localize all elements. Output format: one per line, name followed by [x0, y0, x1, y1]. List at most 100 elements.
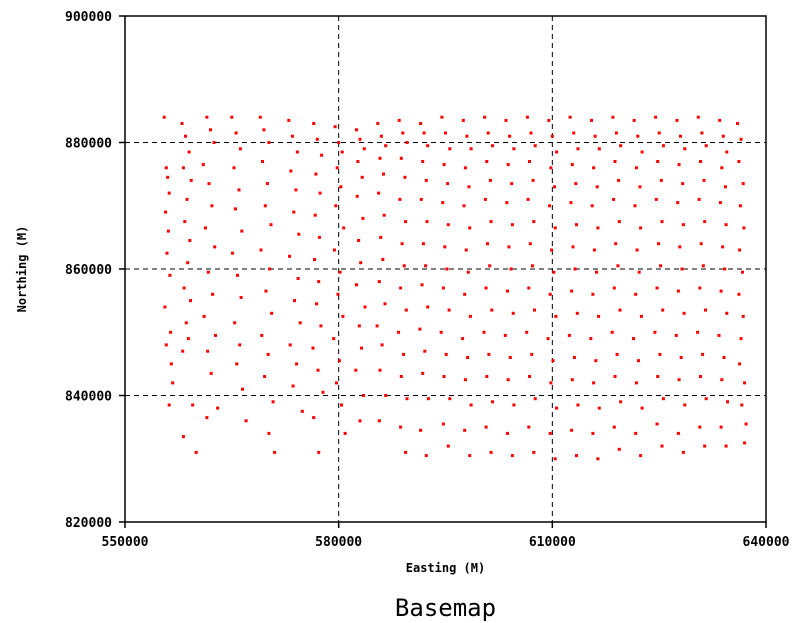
- data-point: [267, 141, 271, 144]
- data-point: [640, 406, 644, 410]
- data-point: [313, 258, 316, 261]
- data-point: [318, 191, 322, 195]
- data-point: [165, 251, 169, 255]
- data-point: [241, 387, 244, 391]
- data-point: [610, 330, 614, 334]
- data-point: [233, 207, 237, 211]
- data-point: [703, 220, 707, 224]
- data-point: [180, 122, 184, 125]
- data-point: [377, 280, 381, 284]
- y-tick-label: 900000: [65, 10, 112, 25]
- data-point: [169, 362, 173, 366]
- data-point: [292, 210, 296, 214]
- data-point: [595, 270, 598, 274]
- data-point: [596, 226, 600, 230]
- data-point: [489, 450, 493, 454]
- data-point: [509, 267, 513, 271]
- data-point: [616, 264, 620, 268]
- data-point: [654, 197, 658, 201]
- data-point: [404, 308, 408, 312]
- data-point: [482, 330, 486, 334]
- data-point: [737, 292, 741, 296]
- data-point: [572, 131, 576, 135]
- data-point: [234, 131, 238, 135]
- data-point: [491, 400, 494, 404]
- data-point: [359, 261, 363, 265]
- data-point: [264, 289, 268, 293]
- data-point: [463, 166, 467, 170]
- data-point: [384, 394, 388, 397]
- data-point: [677, 378, 681, 382]
- data-point: [487, 352, 491, 356]
- data-point: [211, 292, 215, 296]
- data-point: [554, 314, 558, 318]
- data-point: [634, 292, 638, 296]
- data-point: [399, 156, 403, 160]
- data-point: [461, 118, 465, 122]
- data-point: [555, 150, 559, 154]
- data-point: [533, 308, 536, 312]
- y-tick-label: 820000: [65, 516, 112, 531]
- data-point: [530, 264, 534, 268]
- data-point: [510, 182, 514, 186]
- data-point: [678, 245, 682, 249]
- data-point: [744, 422, 748, 426]
- data-point: [443, 245, 447, 249]
- data-point: [465, 134, 469, 138]
- data-point: [213, 245, 217, 249]
- grid-lines: [125, 16, 766, 522]
- data-point: [548, 431, 552, 435]
- data-point: [300, 409, 304, 413]
- data-point: [634, 166, 638, 170]
- data-point: [530, 352, 534, 356]
- data-point: [194, 450, 198, 454]
- data-point: [720, 378, 724, 382]
- data-point: [570, 378, 574, 382]
- data-point: [659, 178, 663, 182]
- data-point: [576, 403, 580, 407]
- data-point: [463, 292, 467, 296]
- data-point: [164, 210, 168, 214]
- data-point: [377, 419, 381, 423]
- data-point: [384, 144, 388, 148]
- data-point: [363, 305, 367, 309]
- x-axis-label: Easting (M): [406, 561, 485, 575]
- data-point: [270, 311, 274, 315]
- data-point: [439, 330, 443, 334]
- data-point: [639, 454, 643, 458]
- data-point: [423, 349, 427, 353]
- data-point: [231, 251, 234, 255]
- data-point: [341, 314, 345, 318]
- data-point: [592, 381, 596, 385]
- data-point: [638, 185, 642, 189]
- data-point: [597, 147, 601, 151]
- x-tick-label: 640000: [743, 535, 790, 550]
- data-point: [399, 425, 403, 429]
- data-point: [590, 204, 594, 208]
- data-point: [506, 163, 510, 167]
- data-point: [725, 311, 729, 315]
- data-point: [419, 428, 423, 432]
- data-point: [506, 431, 509, 435]
- data-point: [260, 333, 264, 337]
- data-point: [380, 343, 384, 347]
- data-point: [743, 381, 747, 385]
- data-point: [612, 425, 616, 429]
- data-point: [332, 337, 336, 341]
- data-point: [357, 239, 361, 242]
- data-point: [593, 134, 597, 138]
- data-point: [461, 337, 465, 341]
- data-point: [334, 204, 338, 208]
- data-point: [639, 226, 643, 230]
- data-point: [484, 425, 488, 429]
- y-tick-label: 860000: [65, 263, 112, 278]
- data-point: [548, 292, 552, 296]
- data-point: [508, 134, 512, 138]
- data-point: [469, 403, 473, 407]
- data-point: [468, 226, 472, 230]
- data-point: [321, 390, 325, 394]
- data-point: [506, 289, 509, 293]
- data-point: [405, 397, 409, 401]
- data-point: [550, 248, 554, 252]
- data-point: [265, 182, 269, 186]
